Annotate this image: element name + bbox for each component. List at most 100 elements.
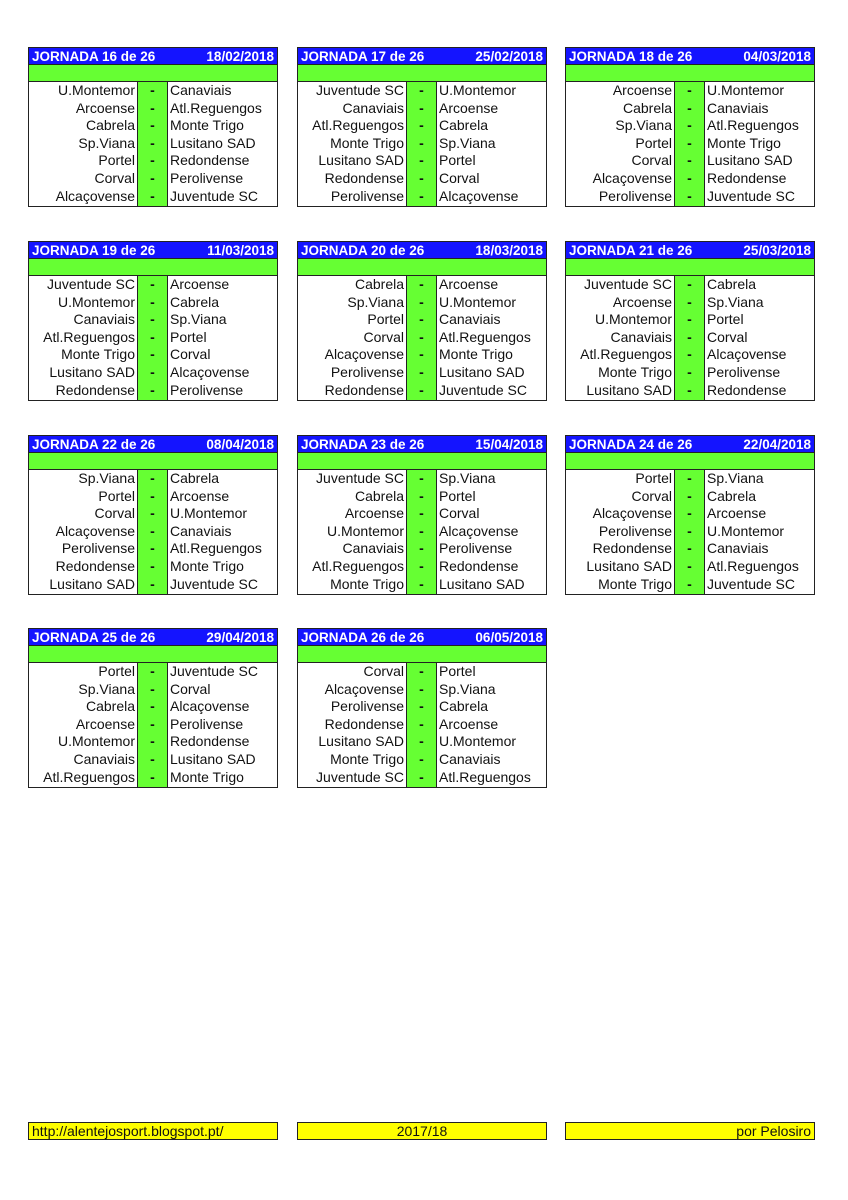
match-separator: -	[419, 152, 424, 169]
away-column: U.Montemor Arcoense Cabrela Sp.Viana Portel C…	[437, 82, 546, 206]
match-separator: -	[419, 346, 424, 363]
away-column: Arcoense Cabrela Sp.Viana Portel Corval Alcaç…	[168, 276, 277, 400]
match-separator: -	[150, 381, 155, 398]
home-team: Monte Trigo	[330, 575, 404, 592]
match-list: Corval Alcaçovense Perolivense Redondense Lu…	[297, 663, 547, 788]
home-team: Redondense	[324, 715, 404, 732]
away-team: Sp.Viana	[707, 293, 764, 310]
match-separator: -	[150, 276, 155, 292]
home-team: Corval	[94, 169, 135, 186]
jornada-title: JORNADA 19 de 26	[32, 243, 156, 258]
jornada-header: JORNADA 19 de 26 11/03/2018	[28, 241, 278, 259]
match-separator: -	[687, 82, 692, 98]
jornada-block: JORNADA 24 de 26 22/04/2018 Portel Corval Al…	[565, 435, 815, 595]
home-team: Lusitano SAD	[49, 363, 135, 380]
match-separator: -	[150, 505, 155, 522]
footer-url-link[interactable]: http://alentejosport.blogspot.pt/	[28, 1122, 278, 1140]
match-separator: -	[150, 346, 155, 363]
separator-column: -------	[138, 82, 168, 206]
jornada-block: JORNADA 23 de 26 15/04/2018 Juventude SC Ca…	[297, 435, 547, 595]
away-team: Portel	[439, 663, 476, 679]
match-list: Cabrela Sp.Viana Portel Corval Alcaçovense Pe…	[297, 276, 547, 401]
home-team: Portel	[635, 470, 672, 486]
away-team: Lusitano SAD	[170, 750, 256, 767]
jornada-header: JORNADA 22 de 26 08/04/2018	[28, 435, 278, 453]
match-separator: -	[687, 522, 692, 539]
away-team: Alcaçovense	[170, 698, 250, 715]
home-team: Perolivense	[330, 187, 404, 204]
away-column: Arcoense U.Montemor Canaviais Atl.Reguengos…	[437, 276, 546, 400]
away-team: Monte Trigo	[707, 134, 781, 151]
match-separator: -	[150, 99, 155, 116]
away-column: Cabrela Sp.Viana Portel Corval Alcaçovense Pe…	[705, 276, 814, 400]
match-separator: -	[687, 311, 692, 328]
jornada-title: JORNADA 17 de 26	[301, 49, 425, 64]
green-bar	[297, 453, 547, 470]
separator-column: -------	[407, 470, 437, 594]
green-bar	[297, 646, 547, 663]
jornada-title: JORNADA 22 de 26	[32, 437, 156, 452]
home-team: Sp.Viana	[78, 680, 135, 697]
separator-column: -------	[675, 470, 705, 594]
away-team: Arcoense	[170, 276, 230, 292]
jornada-date: 25/02/2018	[475, 49, 543, 64]
home-team: Alcaçovense	[592, 169, 672, 186]
away-team: Monte Trigo	[170, 117, 244, 134]
home-team: Alcaçovense	[55, 187, 135, 204]
jornada-title: JORNADA 24 de 26	[569, 437, 693, 452]
match-separator: -	[687, 117, 692, 134]
match-separator: -	[687, 293, 692, 310]
jornada-header: JORNADA 23 de 26 15/04/2018	[297, 435, 547, 453]
away-team: Perolivense	[170, 381, 244, 398]
match-separator: -	[419, 381, 424, 398]
match-separator: -	[419, 328, 424, 345]
home-team: Juventude SC	[316, 82, 404, 98]
match-separator: -	[419, 311, 424, 328]
match-separator: -	[150, 750, 155, 767]
home-team: Monte Trigo	[330, 750, 404, 767]
away-team: Cabrela	[439, 698, 489, 715]
home-team: Canaviais	[73, 750, 135, 767]
away-team: Canaviais	[439, 311, 501, 328]
jornada-title: JORNADA 26 de 26	[301, 630, 425, 645]
away-team: Juventude SC	[170, 187, 258, 204]
home-column: U.Montemor Arcoense Cabrela Sp.Viana Portel C…	[29, 82, 138, 206]
away-team: U.Montemor	[707, 82, 785, 98]
match-separator: -	[419, 470, 424, 486]
footer-author: por Pelosiro	[565, 1122, 815, 1140]
home-team: U.Montemor	[326, 522, 404, 539]
away-team: Atl.Reguengos	[439, 768, 531, 785]
home-team: Sp.Viana	[615, 117, 672, 134]
away-team: Alcaçovense	[439, 187, 519, 204]
jornada-title: JORNADA 23 de 26	[301, 437, 425, 452]
away-team: Portel	[707, 311, 744, 328]
away-team: Corval	[170, 680, 211, 697]
home-team: Corval	[363, 663, 404, 679]
jornada-block: JORNADA 25 de 26 29/04/2018 Portel Sp.Viana…	[28, 628, 278, 788]
home-column: Juventude SC Cabrela Arcoense U.Montemor Can…	[298, 470, 407, 594]
match-separator: -	[419, 715, 424, 732]
jornada-title: JORNADA 18 de 26	[569, 49, 693, 64]
match-separator: -	[419, 117, 424, 134]
green-bar	[28, 259, 278, 276]
away-team: Monte Trigo	[439, 346, 513, 363]
home-team: Portel	[98, 487, 135, 504]
match-separator: -	[687, 276, 692, 292]
away-team: Canaviais	[439, 750, 501, 767]
match-list: Juventude SC Canaviais Atl.Reguengos Monte …	[297, 82, 547, 207]
away-team: Monte Trigo	[170, 768, 244, 785]
match-separator: -	[687, 557, 692, 574]
home-team: Cabrela	[354, 487, 404, 504]
home-team: Sp.Viana	[78, 470, 135, 486]
green-bar	[565, 65, 815, 82]
home-team: Cabrela	[85, 698, 135, 715]
home-team: Canaviais	[342, 99, 404, 116]
home-team: Alcaçovense	[324, 680, 404, 697]
away-team: Redondense	[170, 733, 250, 750]
match-separator: -	[419, 293, 424, 310]
away-team: Monte Trigo	[170, 557, 244, 574]
match-list: Juventude SC Arcoense U.Montemor Canaviais A…	[565, 276, 815, 401]
jornada-block: JORNADA 22 de 26 08/04/2018 Sp.Viana Portel…	[28, 435, 278, 595]
home-team: Arcoense	[75, 715, 135, 732]
match-separator: -	[150, 311, 155, 328]
